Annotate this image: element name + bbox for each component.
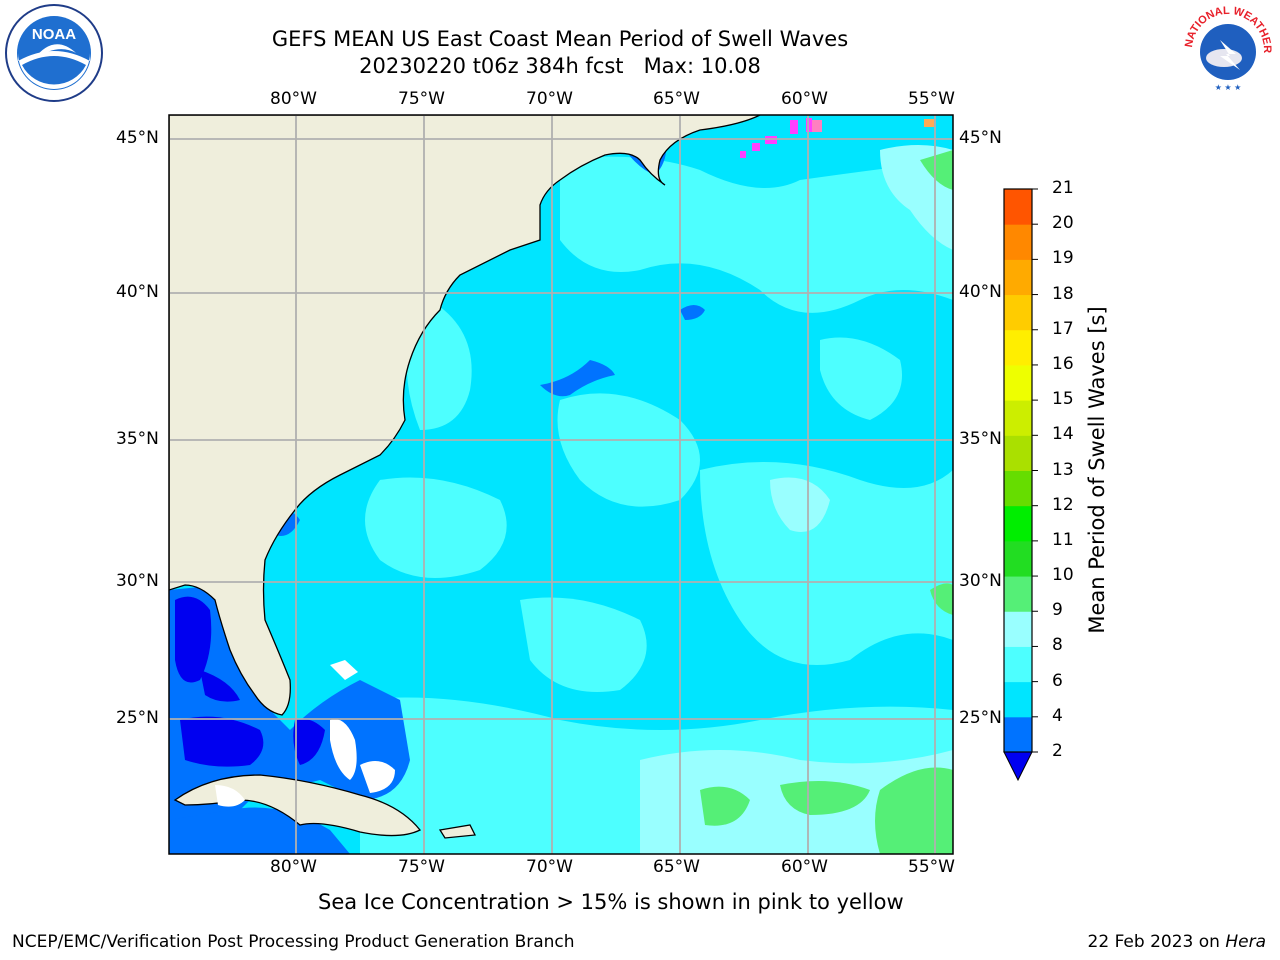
colorbar-tick-label: 17 (1052, 318, 1074, 339)
chart-subtitle: 20230220 t06z 384h fcst Max: 10.08 (359, 54, 761, 78)
lon-label-bottom-65w: 65°W (653, 857, 700, 877)
lat-label-left-30n: 30°N (116, 571, 159, 591)
lon-label-top-75w: 75°W (398, 89, 445, 109)
colorbar-tick-label: 19 (1052, 248, 1074, 269)
colorbar-tick-label: 2 (1052, 741, 1063, 761)
footer-credit: NCEP/EMC/Verification Post Processing Pr… (12, 932, 575, 952)
colorbar-tick-label: 8 (1052, 635, 1063, 656)
colorbar-tick-label: 6 (1052, 670, 1063, 691)
lon-label-top-55w: 55°W (908, 89, 955, 109)
colorbar-segment (1004, 716, 1032, 753)
colorbar-tick-label: 4 (1052, 705, 1063, 726)
lat-label-left-45n: 45°N (116, 128, 159, 148)
colorbar-segment (1004, 435, 1032, 471)
colorbar-tick-label: 9 (1052, 600, 1063, 621)
colorbar-segments (1004, 189, 1032, 753)
nws-logo: NATIONAL WEATHER SERVICE ★ ★ ★ (1180, 2, 1274, 96)
colorbar-segment (1004, 681, 1032, 718)
colorbar-segment (1004, 224, 1032, 260)
footer-host: Hera (1225, 932, 1266, 952)
colorbar-segment (1004, 259, 1032, 296)
colorbar-tick-label: 20 (1052, 213, 1074, 234)
lon-label-top-70w: 70°W (526, 89, 573, 109)
footer-date: 22 Feb 2023 on Hera (1088, 932, 1266, 952)
colorbar-tick-label: 15 (1052, 389, 1074, 410)
colorbar-segment (1004, 646, 1032, 683)
period-9-10-patches (700, 150, 953, 854)
colorbar-extend-triangle (1003, 751, 1033, 782)
lat-label-right-35n: 35°N (959, 429, 1002, 449)
lat-label-left-40n: 40°N (116, 282, 159, 302)
masked-shallow-areas (215, 660, 395, 807)
colorbar-segment (1004, 329, 1032, 366)
colorbar-segment (1004, 364, 1032, 401)
svg-text:★ ★ ★: ★ ★ ★ (1215, 83, 1242, 92)
colorbar-segment (1004, 189, 1032, 225)
lat-label-left-25n: 25°N (116, 708, 159, 728)
lon-label-bottom-75w: 75°W (398, 857, 445, 877)
sea-ice-caption: Sea Ice Concentration > 15% is shown in … (318, 890, 904, 914)
lat-label-left-35n: 35°N (116, 429, 159, 449)
lon-label-top-80w: 80°W (270, 89, 317, 109)
colorbar-tick-label: 16 (1052, 353, 1074, 374)
colorbar-tick-label: 14 (1052, 424, 1074, 445)
lat-label-right-45n: 45°N (959, 128, 1002, 148)
sea-ice-cells (740, 118, 934, 158)
colorbar-segment (1004, 576, 1032, 612)
land-areas (169, 115, 761, 839)
colorbar-tick-label: 12 (1052, 494, 1074, 515)
lon-label-bottom-55w: 55°W (908, 857, 955, 877)
colorbar-tick-label: 10 (1052, 565, 1074, 586)
colorbar-segment (1004, 470, 1032, 507)
lon-label-bottom-60w: 60°W (781, 857, 828, 877)
noaa-logo-text: NOAA (32, 26, 76, 43)
colorbar-segment (1004, 400, 1032, 436)
map-frame (168, 114, 954, 855)
colorbar-tick-marks (1032, 188, 1038, 753)
grid-lines (169, 115, 953, 854)
chart-title: GEFS MEAN US East Coast Mean Period of S… (271, 27, 849, 51)
noaa-logo: NOAA (5, 4, 103, 102)
colorbar-title: Mean Period of Swell Waves [s] (1085, 306, 1109, 634)
colorbar-tick-label: 13 (1052, 459, 1074, 480)
colorbar-segment (1004, 505, 1032, 542)
lon-label-top-60w: 60°W (781, 89, 828, 109)
lat-label-right-30n: 30°N (959, 571, 1002, 591)
colorbar-segment (1004, 540, 1032, 577)
colorbar-segment (1004, 294, 1032, 331)
lon-label-top-65w: 65°W (653, 89, 700, 109)
lon-label-bottom-80w: 80°W (270, 857, 317, 877)
colorbar-tick-label: 11 (1052, 529, 1074, 550)
period-below-2-patches (175, 596, 325, 767)
colorbar (1003, 188, 1038, 782)
colorbar-segment (1004, 611, 1032, 647)
colorbar-tick-label: 18 (1052, 283, 1074, 304)
colorbar-tick-label: 21 (1052, 178, 1074, 198)
lon-label-bottom-70w: 70°W (526, 857, 573, 877)
lat-label-right-25n: 25°N (959, 708, 1002, 728)
footer-date-text: 22 Feb 2023 on (1087, 932, 1220, 952)
lat-label-right-40n: 40°N (959, 282, 1002, 302)
map-field (169, 115, 953, 854)
